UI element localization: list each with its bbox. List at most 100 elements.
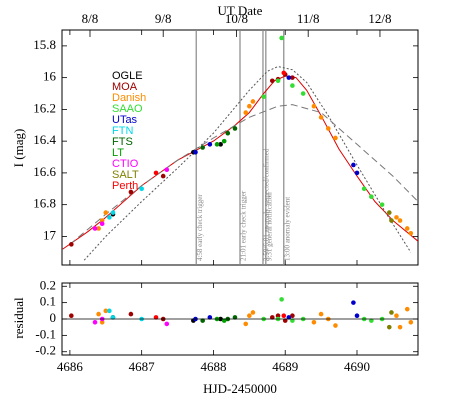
x-axis-label: HJD-2450000 (203, 381, 277, 396)
data-point (99, 221, 105, 227)
legend-entry: MOA (112, 81, 138, 93)
data-point (96, 311, 101, 317)
model-curve (69, 104, 418, 245)
x2-tick-label: 12/8 (368, 11, 391, 26)
data-point (351, 162, 356, 168)
data-point (261, 94, 266, 99)
data-point (311, 319, 317, 325)
data-point (311, 103, 317, 109)
y-tick-label: 0 (50, 310, 57, 325)
data-point (394, 215, 399, 220)
y-axis-label: residual (11, 297, 26, 339)
data-point (221, 138, 227, 144)
data-point (200, 318, 205, 323)
x2-tick-label: 8/8 (82, 11, 99, 26)
y-tick-label: -0.1 (35, 326, 56, 341)
data-point (379, 202, 385, 207)
data-point (250, 310, 256, 315)
legend-entry: LT (112, 147, 124, 159)
data-point (103, 210, 109, 215)
data-point (107, 215, 112, 220)
data-point (269, 315, 275, 320)
data-point (99, 218, 105, 223)
data-point (404, 226, 410, 231)
data-point (394, 313, 399, 319)
y-axis-label: I (mag) (11, 129, 26, 168)
data-point (318, 115, 324, 120)
data-point (207, 315, 213, 320)
data-point (139, 186, 144, 192)
legend-entry: CTIO (112, 158, 139, 170)
y-tick-label: 15.8 (33, 37, 56, 52)
x-tick-label: 4688 (200, 359, 226, 374)
data-point (290, 318, 295, 323)
y-tick-label: 0.1 (40, 294, 56, 309)
data-point (282, 318, 288, 323)
data-point (281, 70, 287, 76)
legend-entry: FTS (112, 136, 133, 148)
event-label: 9:31 general notification (265, 192, 273, 261)
data-point (290, 313, 295, 319)
data-point (92, 319, 98, 325)
data-point (300, 91, 306, 96)
data-point (243, 321, 249, 327)
data-point (279, 35, 284, 41)
event-label: 4:58 early check trigger (196, 194, 204, 261)
legend-entry: SAAO (112, 103, 143, 115)
data-point (318, 311, 324, 317)
data-point (164, 167, 170, 173)
event-label: 21:01 early check trigger (240, 190, 248, 261)
data-point (110, 315, 116, 320)
data-point (200, 145, 205, 150)
legend-entry: FTN (112, 125, 133, 137)
data-point (269, 78, 275, 84)
y-tick-label: 16.4 (33, 132, 56, 147)
data-point (333, 323, 338, 328)
x-tick-label: 4690 (344, 359, 370, 374)
data-point (128, 189, 134, 195)
data-point (247, 313, 252, 319)
y-tick-label: 16.8 (33, 196, 56, 211)
legend-entry: SALT (112, 169, 139, 181)
model-curve (83, 65, 412, 261)
data-point (361, 186, 367, 192)
data-point (69, 242, 74, 247)
x2-tick-label: 10/8 (225, 11, 248, 26)
data-point (214, 142, 220, 147)
legend-entry: Danish (112, 92, 146, 104)
data-point (333, 135, 338, 141)
data-point (286, 75, 292, 80)
data-point (232, 315, 238, 320)
data-point (128, 311, 134, 317)
y-tick-label: 17 (43, 227, 57, 242)
data-point (164, 321, 170, 327)
data-point (243, 110, 249, 115)
plot-area (62, 30, 418, 265)
x-tick-label: 4687 (129, 359, 156, 374)
data-point (325, 126, 331, 131)
data-point (354, 170, 360, 176)
y-tick-label: -0.2 (35, 343, 56, 358)
data-point (408, 319, 414, 325)
data-point (218, 142, 223, 147)
data-point (354, 313, 360, 319)
x2-tick-label: 9/8 (155, 11, 172, 26)
data-point (99, 319, 105, 325)
y-tick-label: 16 (43, 69, 57, 84)
data-point (279, 297, 284, 302)
data-point (389, 310, 394, 315)
data-point (160, 173, 166, 179)
plot-area (69, 297, 414, 330)
legend-entry: Perth (112, 180, 138, 192)
data-point (232, 126, 238, 131)
data-point (110, 210, 116, 215)
data-point (207, 142, 213, 147)
data-point (275, 313, 281, 319)
data-point (153, 170, 159, 176)
data-point (92, 226, 98, 231)
legend-entry: OGLE (112, 70, 143, 82)
x-tick-label: 4689 (272, 359, 298, 374)
data-point (369, 194, 374, 200)
data-point (397, 218, 403, 223)
